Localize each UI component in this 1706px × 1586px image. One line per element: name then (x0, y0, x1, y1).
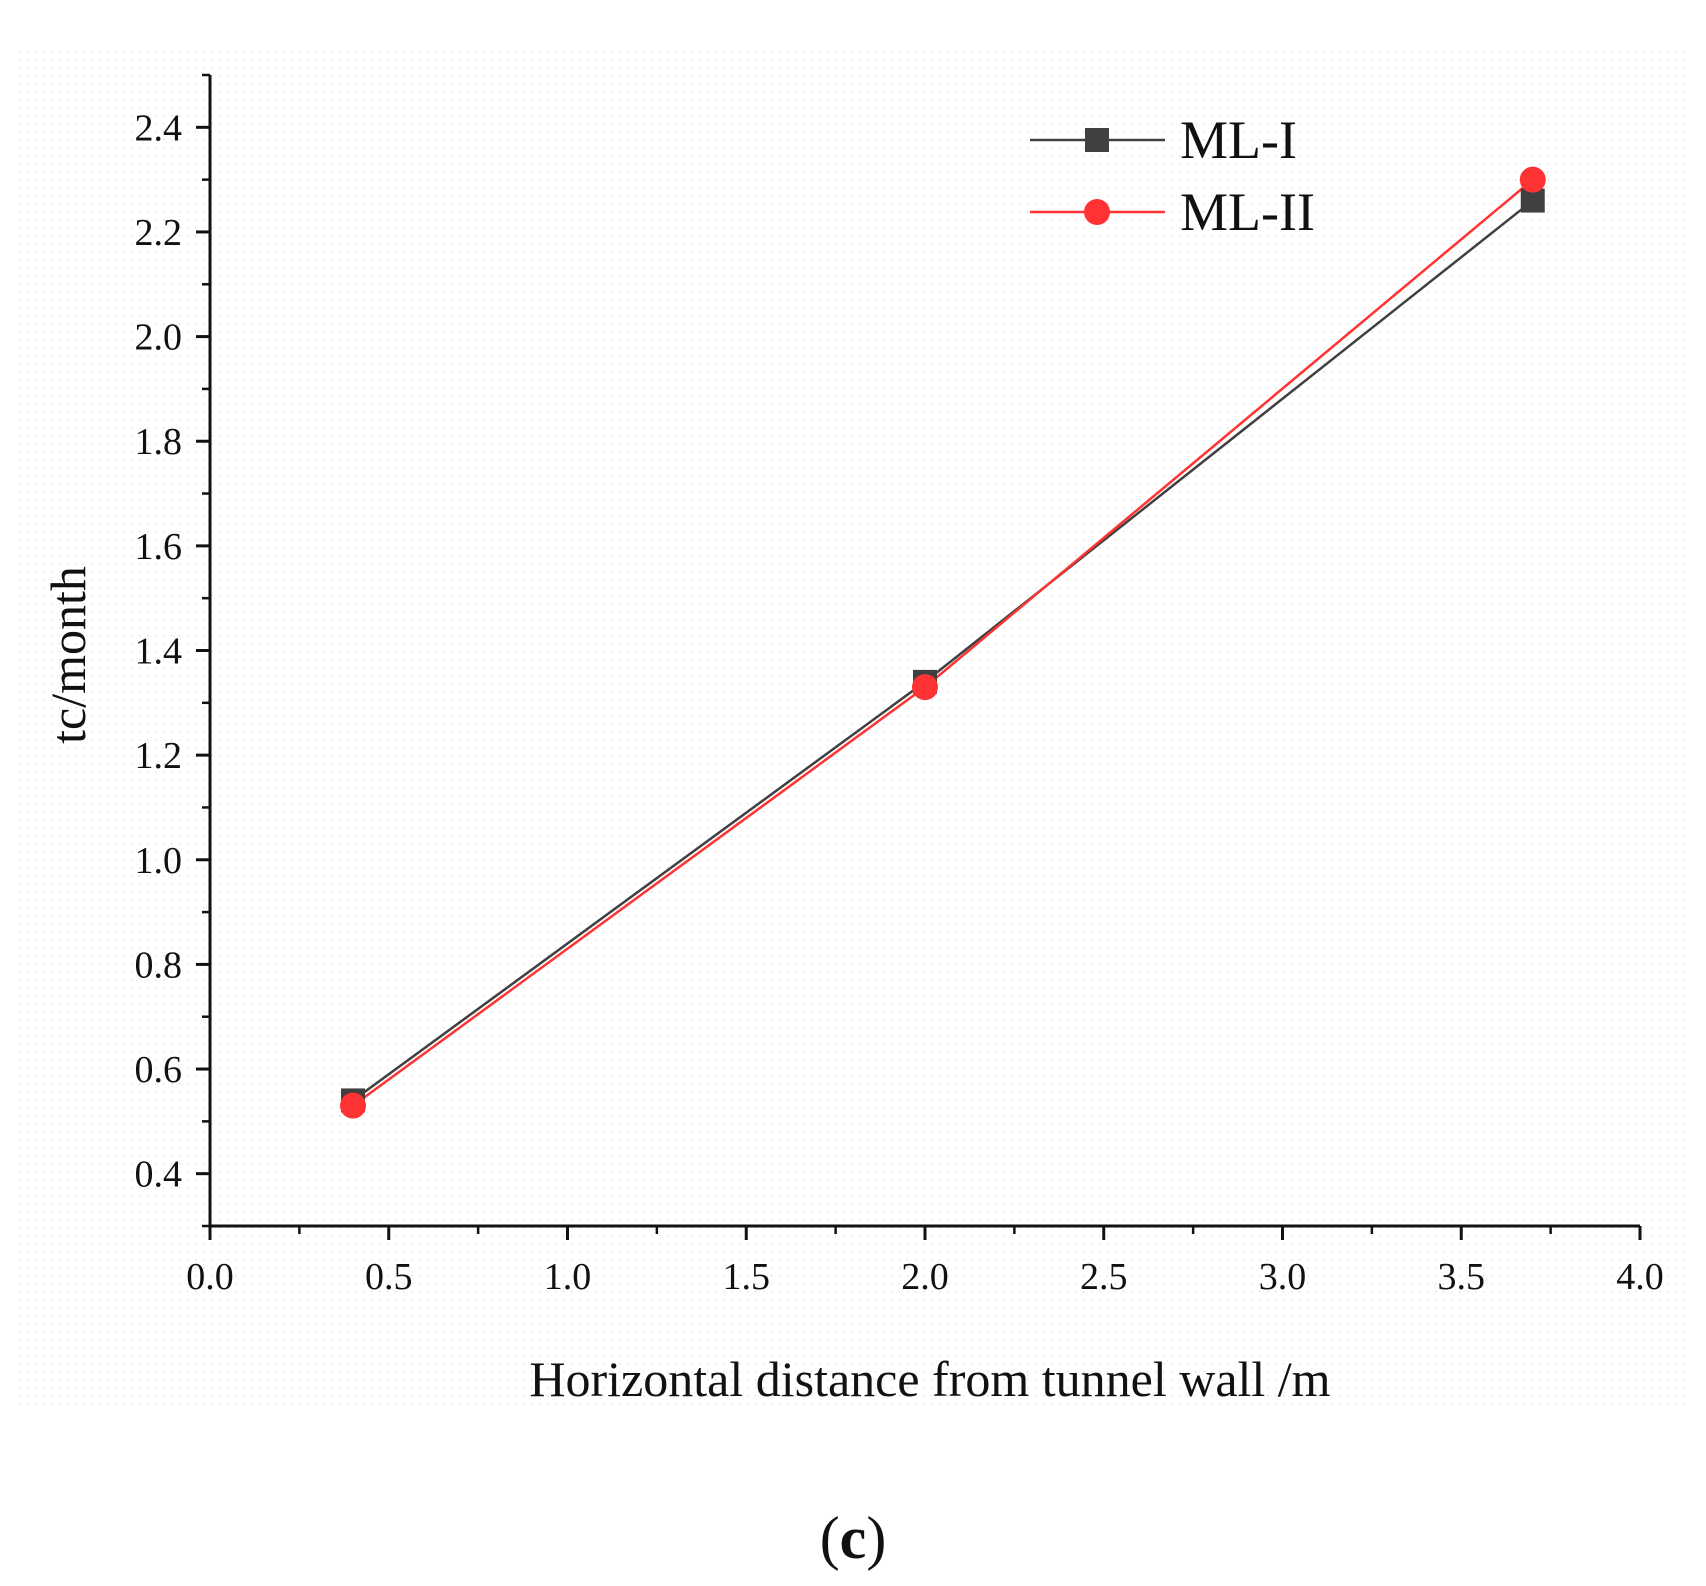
y-tick-label: 1.6 (135, 526, 183, 568)
x-tick-label: 0.0 (186, 1256, 234, 1298)
legend-marker-circle (1084, 199, 1110, 225)
y-tick-label: 1.4 (135, 631, 183, 673)
y-tick-label: 0.4 (135, 1154, 183, 1196)
y-tick-label: 1.2 (135, 735, 183, 777)
x-tick-label: 0.5 (365, 1256, 413, 1298)
legend-label: ML-I (1180, 110, 1297, 170)
data-point-circle (340, 1092, 366, 1119)
x-tick-label: 2.5 (1080, 1256, 1128, 1298)
data-point-circle (912, 674, 938, 701)
series-layer (340, 166, 1546, 1119)
x-tick-label: 4.0 (1616, 1256, 1664, 1298)
x-axis-title: Horizontal distance from tunnel wall /m (529, 1351, 1330, 1407)
y-tick-label: 1.0 (135, 840, 183, 882)
data-point-circle (1519, 166, 1546, 193)
panel-label-close: ) (866, 1505, 886, 1571)
legend: ML-I ML-II (1030, 110, 1315, 242)
panel-label: (c) (820, 1505, 887, 1571)
x-tick-label: 3.0 (1259, 1256, 1307, 1298)
panel-label-open: ( (820, 1505, 840, 1571)
y-tick-label: 2.4 (135, 107, 183, 149)
x-tick-label: 1.0 (544, 1256, 592, 1298)
axes: 0.0 0.5 1.0 1.5 2.0 2.5 3.0 3.5 4.0 0.4 0.6 0.8 1.0 1… (135, 73, 1664, 1298)
x-tick-label: 2.0 (901, 1256, 949, 1298)
y-tick-label: 2.2 (135, 212, 183, 254)
y-tick-label: 2.0 (135, 317, 183, 359)
x-tick-label: 1.5 (723, 1256, 771, 1298)
y-tick-label: 0.8 (135, 944, 183, 986)
x-tick-label: 3.5 (1438, 1256, 1486, 1298)
legend-label: ML-II (1180, 182, 1315, 242)
y-axis-title: tc/month (40, 566, 96, 744)
y-tick-label: 1.8 (135, 421, 183, 463)
y-tick-label: 0.6 (135, 1049, 183, 1091)
panel-label-letter: c (840, 1505, 867, 1571)
legend-marker-square (1085, 128, 1109, 152)
plot-background (18, 48, 1688, 1410)
